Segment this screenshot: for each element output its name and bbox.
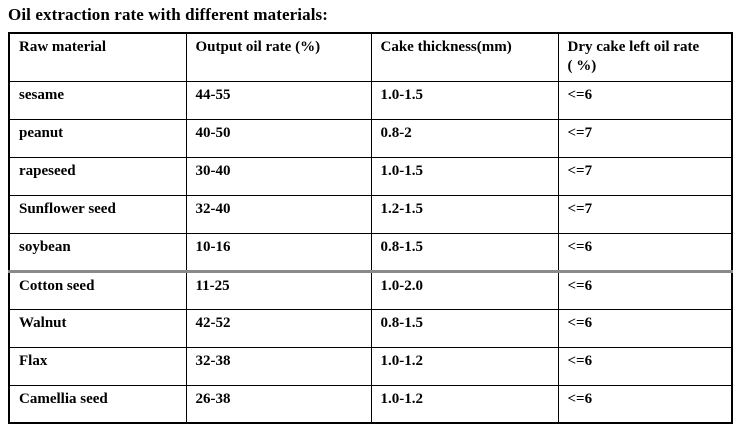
table-row: Flax 32-38 1.0-1.2 <=6 <box>8 346 733 386</box>
table-row: Walnut 42-52 0.8-1.5 <=6 <box>8 308 733 348</box>
raw-material-cell: Camellia seed <box>8 384 187 424</box>
dry-cake-left-oil-rate-cell: <=7 <box>557 194 733 234</box>
output-oil-rate-cell: 10-16 <box>185 232 372 272</box>
page-title: Oil extraction rate with different mater… <box>8 5 329 24</box>
cake-thickness-cell: 1.0-1.5 <box>370 156 559 196</box>
raw-material-cell: soybean <box>8 232 187 272</box>
cake-thickness-cell: 1.0-1.2 <box>370 346 559 386</box>
dry-cake-left-oil-rate-cell: <=6 <box>557 308 733 348</box>
raw-material-cell: sesame <box>8 80 187 120</box>
table-row: soybean 10-16 0.8-1.5 <=6 <box>8 232 733 272</box>
cake-thickness-cell: 1.2-1.5 <box>370 194 559 234</box>
cake-thickness-cell: 0.8-1.5 <box>370 232 559 272</box>
raw-material-cell: rapeseed <box>8 156 187 196</box>
output-oil-rate-cell: 42-52 <box>185 308 372 348</box>
table-header-row: Raw material Output oil rate (%) Cake th… <box>8 32 733 82</box>
oil-extraction-table: Raw material Output oil rate (%) Cake th… <box>8 32 733 424</box>
table-row: Camellia seed 26-38 1.0-1.2 <=6 <box>8 384 733 424</box>
dry-cake-left-oil-rate-cell: <=7 <box>557 118 733 158</box>
column-header-output-oil-rate: Output oil rate (%) <box>185 32 372 82</box>
output-oil-rate-cell: 11-25 <box>185 269 372 310</box>
output-oil-rate-cell: 26-38 <box>185 384 372 424</box>
table-row: sesame 44-55 1.0-1.5 <=6 <box>8 80 733 120</box>
cake-thickness-cell: 0.8-2 <box>370 118 559 158</box>
cake-thickness-cell: 1.0-2.0 <box>370 269 559 310</box>
column-header-raw-material: Raw material <box>8 32 187 82</box>
column-header-cake-thickness: Cake thickness(mm) <box>370 32 559 82</box>
dry-cake-left-oil-rate-cell: <=6 <box>557 80 733 120</box>
dry-cake-left-oil-rate-cell: <=7 <box>557 156 733 196</box>
dry-cake-left-oil-rate-cell: <=6 <box>557 346 733 386</box>
dry-cake-left-oil-rate-cell: <=6 <box>557 384 733 424</box>
output-oil-rate-cell: 32-40 <box>185 194 372 234</box>
raw-material-cell: peanut <box>8 118 187 158</box>
raw-material-cell: Walnut <box>8 308 187 348</box>
dry-cake-left-oil-rate-cell: <=6 <box>557 232 733 272</box>
table-row: peanut 40-50 0.8-2 <=7 <box>8 118 733 158</box>
table-body: sesame 44-55 1.0-1.5 <=6 peanut 40-50 0.8-2 <=7… <box>8 80 733 424</box>
document-page: Oil extraction rate with different mater… <box>8 5 733 424</box>
raw-material-cell: Cotton seed <box>8 269 187 310</box>
output-oil-rate-cell: 44-55 <box>185 80 372 120</box>
output-oil-rate-cell: 40-50 <box>185 118 372 158</box>
table-row: Sunflower seed 32-40 1.2-1.5 <=7 <box>8 194 733 234</box>
dry-cake-left-oil-rate-cell: <=6 <box>557 269 733 310</box>
cake-thickness-cell: 1.0-1.2 <box>370 384 559 424</box>
output-oil-rate-cell: 32-38 <box>185 346 372 386</box>
table-row: rapeseed 30-40 1.0-1.5 <=7 <box>8 156 733 196</box>
cake-thickness-cell: 1.0-1.5 <box>370 80 559 120</box>
raw-material-cell: Sunflower seed <box>8 194 187 234</box>
table-row: Cotton seed 11-25 1.0-2.0 <=6 <box>8 269 733 310</box>
raw-material-cell: Flax <box>8 346 187 386</box>
column-header-dry-cake-left-oil-rate: Dry cake left oil rate ( %) <box>557 32 733 82</box>
output-oil-rate-cell: 30-40 <box>185 156 372 196</box>
cake-thickness-cell: 0.8-1.5 <box>370 308 559 348</box>
